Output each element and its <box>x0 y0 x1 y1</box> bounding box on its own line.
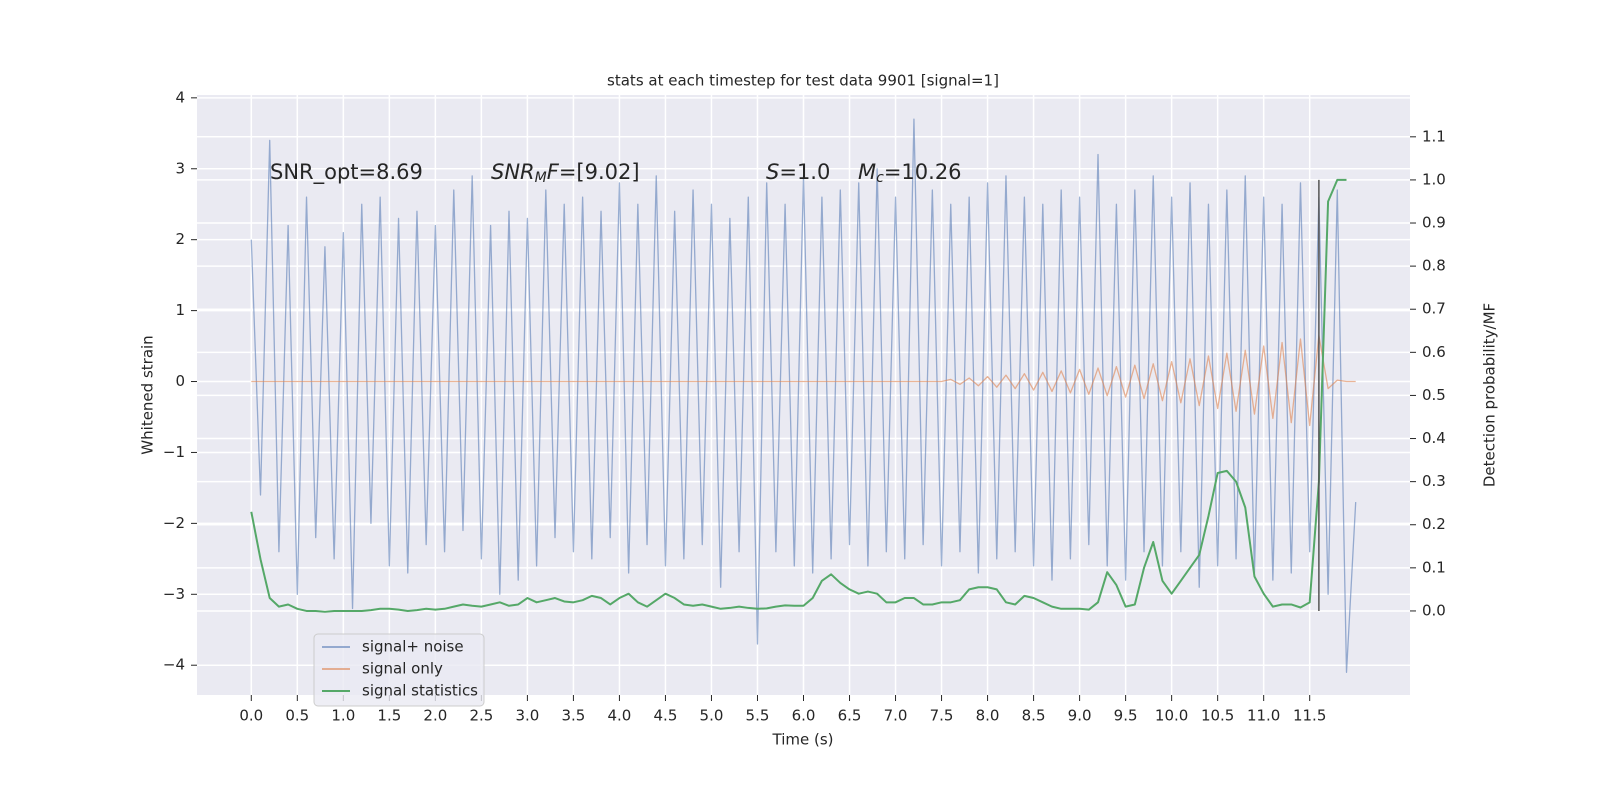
y2-tick-label: 1.0 <box>1422 170 1446 188</box>
y-tick-label: −4 <box>163 656 185 674</box>
x-tick-label: 5.0 <box>700 707 724 725</box>
y2-tick-label: 1.1 <box>1422 127 1446 145</box>
x-tick-label: 9.5 <box>1114 707 1138 725</box>
y-tick-label: 2 <box>175 230 185 248</box>
x-tick-label: 4.5 <box>654 707 678 725</box>
annotation-part: =[9.02] <box>559 160 640 184</box>
x-tick-label: 10.5 <box>1201 707 1234 725</box>
annotation-part: =1.0 <box>779 160 830 184</box>
y2-tick-label: 0.6 <box>1422 343 1446 361</box>
legend-label: signal+ noise <box>362 638 464 656</box>
annotation-part: S <box>766 160 779 184</box>
y2-axis-label: Detection probability/MF <box>1481 303 1499 487</box>
x-tick-label: 7.5 <box>930 707 954 725</box>
y-tick-label: 3 <box>175 159 185 177</box>
legend-box <box>313 633 485 707</box>
annotation-part: F <box>547 160 560 184</box>
y2-tick-label: 0.9 <box>1422 214 1446 232</box>
y2-tick-label: 0.0 <box>1422 601 1446 619</box>
x-tick-label: 0.0 <box>239 707 263 725</box>
annotation-part: SNR <box>491 160 535 184</box>
y2-tick-label: 0.8 <box>1422 257 1446 275</box>
x-tick-label: 4.0 <box>608 707 632 725</box>
x-tick-label: 8.5 <box>1022 707 1046 725</box>
x-tick-label: 6.0 <box>792 707 816 725</box>
y-tick-label: −1 <box>163 443 185 461</box>
x-tick-label: 2.0 <box>423 707 447 725</box>
y-tick-label: 0 <box>175 372 185 390</box>
y-tick-label: −2 <box>163 514 185 532</box>
x-axis-label: Time (s) <box>772 731 834 749</box>
series-line <box>251 334 1356 427</box>
x-tick-label: 1.0 <box>331 707 355 725</box>
annotation: SNRMF=[9.02] <box>491 160 640 186</box>
x-tick-label: 5.5 <box>746 707 770 725</box>
y2-tick-label: 0.1 <box>1422 558 1446 576</box>
legend-label: signal only <box>362 660 443 678</box>
y-axis-label: Whitened strain <box>139 335 157 454</box>
x-tick-label: 3.5 <box>561 707 585 725</box>
series-line <box>250 178 1347 613</box>
y2-tick-label: 0.3 <box>1422 472 1446 490</box>
x-tick-label: 11.0 <box>1247 707 1280 725</box>
chart-title: stats at each timestep for test data 990… <box>607 72 999 90</box>
y2-tick-label: 0.4 <box>1422 429 1446 447</box>
annotation-part: =10.26 <box>884 160 962 184</box>
x-tick-label: 6.5 <box>838 707 862 725</box>
y2-tick-label: 0.7 <box>1422 300 1446 318</box>
y-tick-label: 1 <box>175 301 185 319</box>
annotation-part: c <box>876 170 884 186</box>
y-tick-label: −3 <box>163 585 185 603</box>
x-tick-label: 7.0 <box>884 707 908 725</box>
x-tick-label: 9.0 <box>1068 707 1092 725</box>
annotation: SNR_opt=8.69 <box>270 160 423 185</box>
x-tick-label: 8.0 <box>976 707 1000 725</box>
series-line <box>250 118 1357 673</box>
y2-tick-label: 0.2 <box>1422 515 1446 533</box>
y-tick-label: 4 <box>175 88 185 106</box>
x-tick-label: 1.5 <box>377 707 401 725</box>
annotation-part: M <box>858 160 876 184</box>
x-tick-label: 0.5 <box>285 707 309 725</box>
annotation-part: M <box>535 170 547 186</box>
annotation-part: SNR_opt=8.69 <box>270 160 423 185</box>
x-tick-label: 10.0 <box>1155 707 1188 725</box>
legend-label: signal statistics <box>362 682 478 700</box>
annotation: S=1.0 <box>766 160 830 184</box>
x-tick-label: 11.5 <box>1293 707 1326 725</box>
x-tick-label: 2.5 <box>469 707 493 725</box>
y2-tick-label: 0.5 <box>1422 386 1446 404</box>
x-tick-label: 3.0 <box>515 707 539 725</box>
annotation: Mc=10.26 <box>858 160 962 186</box>
